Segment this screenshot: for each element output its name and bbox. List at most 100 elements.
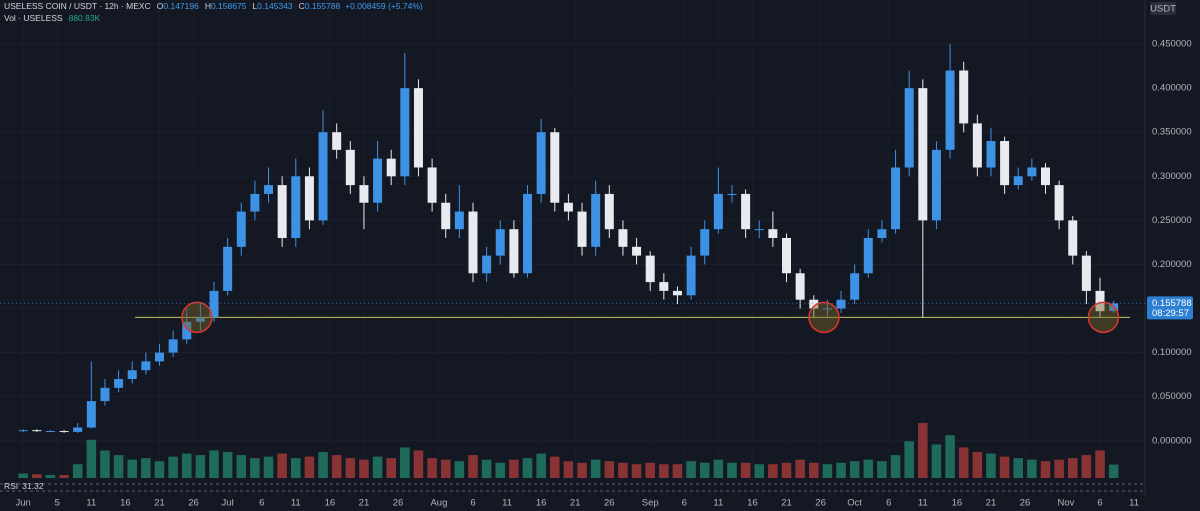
x-tick-label: Jul — [222, 498, 234, 509]
candle-body — [700, 229, 710, 256]
candle-body — [468, 211, 478, 274]
ohlc-label: H — [205, 1, 211, 11]
candle-body — [836, 299, 846, 309]
candle-body — [427, 167, 437, 203]
candle-body — [850, 273, 860, 300]
volume-bar — [699, 462, 710, 478]
volume-bar — [509, 459, 519, 478]
currency-box — [1150, 2, 1176, 15]
candle-body — [782, 238, 792, 274]
candle-body — [986, 141, 996, 168]
y-tick-label: 0.200000 — [1152, 259, 1192, 270]
candle-body — [618, 229, 628, 247]
volume-legend: Vol · USELESS 880.83K — [4, 13, 101, 23]
y-tick-label: 0.350000 — [1152, 127, 1192, 138]
volume-bar — [400, 447, 410, 478]
x-tick-label: Aug — [430, 498, 447, 509]
candle-body — [359, 185, 369, 203]
volume-bar — [808, 462, 819, 478]
candle-body — [904, 88, 914, 168]
candle-body — [795, 273, 805, 300]
candle-body — [454, 211, 464, 230]
volume-bar — [413, 450, 424, 478]
volume-bar — [590, 459, 601, 478]
candle-body — [345, 149, 355, 186]
candle-body — [304, 176, 314, 221]
volume-bar — [372, 456, 383, 478]
symbol-title: USELESS COIN / USDT · 12h · MEXC — [4, 1, 151, 11]
candle-body — [877, 229, 887, 238]
volume-bar — [836, 462, 846, 478]
candle-body — [550, 132, 560, 203]
candle-body — [114, 379, 124, 388]
volume-bar — [849, 461, 860, 478]
candle-body — [59, 431, 69, 433]
volume-bar — [1054, 459, 1064, 478]
volume-bar — [454, 461, 465, 478]
volume-bar — [931, 444, 942, 478]
x-tick-label: 11 — [86, 498, 96, 509]
volume-bar — [1067, 458, 1078, 478]
y-tick-label: 0.100000 — [1152, 347, 1192, 358]
x-tick-label: 21 — [570, 498, 581, 509]
volume-bar — [440, 459, 451, 478]
candle-body — [768, 229, 778, 238]
y-tick-label: 0.000000 — [1152, 435, 1192, 446]
candle-body — [509, 229, 519, 274]
volume-bar — [727, 462, 737, 478]
candle-body — [32, 430, 42, 432]
candle-body — [604, 193, 614, 230]
y-tick-label: 0.050000 — [1152, 391, 1192, 402]
x-tick-label: 11 — [502, 498, 512, 509]
candle-body — [141, 361, 151, 371]
candle-body — [645, 255, 655, 283]
candle-body — [632, 246, 642, 256]
volume-bar — [563, 461, 574, 478]
volume-bar — [877, 461, 887, 478]
ohlc-label: L — [252, 1, 257, 11]
x-tick-label: 16 — [120, 498, 131, 509]
volume-bar — [645, 462, 655, 478]
candle-body — [931, 149, 941, 221]
candle-body — [1081, 255, 1091, 291]
volume-bar — [1027, 459, 1037, 478]
volume-bar — [822, 464, 833, 478]
volume-bar — [318, 452, 328, 478]
volume-bar — [686, 461, 696, 478]
volume-bar — [604, 461, 615, 478]
rsi-value: 31.32 — [22, 481, 44, 491]
volume-bar — [127, 459, 137, 478]
volume-bar — [631, 464, 642, 478]
x-tick-label: 26 — [604, 498, 615, 509]
volume-bar — [291, 458, 301, 478]
highlight-circle — [181, 301, 213, 334]
x-tick-label: 26 — [188, 498, 199, 509]
candle-body — [727, 193, 737, 195]
candle-body — [591, 193, 601, 247]
volume-bar — [345, 458, 356, 478]
candle-body — [291, 176, 301, 238]
header: USELESS COIN / USDT · 12h · MEXC O0.14719… — [4, 1, 423, 11]
x-tick-label: 26 — [815, 498, 826, 509]
volume-bar — [195, 455, 206, 478]
volume-bar — [141, 458, 151, 478]
candle-body — [713, 193, 723, 230]
x-tick-label: 21 — [359, 498, 370, 509]
candle-body — [182, 321, 192, 340]
volume-bar — [386, 458, 396, 478]
volume-last: 880.83K — [69, 13, 101, 23]
candle-body — [86, 401, 96, 428]
candle-body — [972, 123, 982, 168]
y-tick-label: 0.400000 — [1152, 83, 1192, 94]
candle-body — [1054, 185, 1064, 221]
last-price: 0.155788 — [1152, 298, 1192, 309]
candle-body — [386, 158, 396, 177]
candle-body — [959, 70, 969, 124]
x-tick-label: 16 — [952, 498, 963, 509]
volume-bar — [863, 459, 874, 478]
ohlc-value: 0.158675 — [211, 1, 247, 11]
volume-bar — [32, 474, 42, 478]
candle-body — [195, 317, 205, 322]
x-tick-label: 6 — [682, 498, 687, 509]
